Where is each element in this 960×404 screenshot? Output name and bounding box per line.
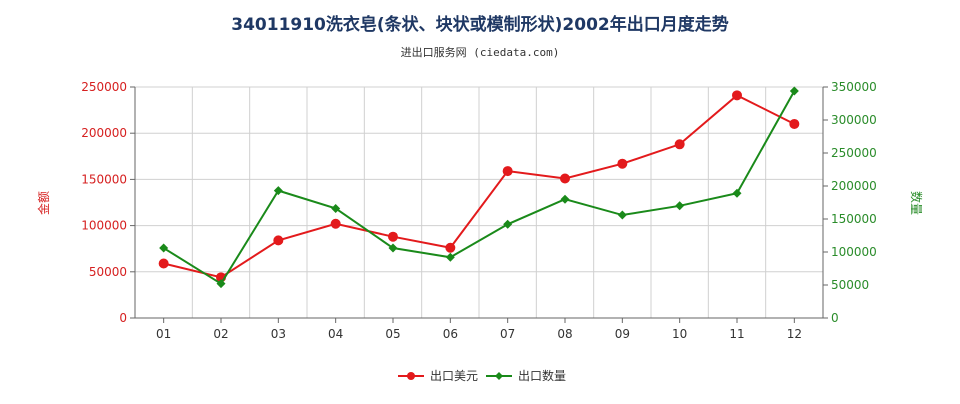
series-point [445, 242, 456, 253]
series-point [732, 188, 742, 198]
x-tick-label: 09 [615, 327, 630, 341]
series-point [560, 173, 570, 184]
series-point [789, 118, 800, 129]
legend-marker [495, 372, 503, 380]
left-tick-label: 250000 [81, 80, 127, 94]
series-point [273, 235, 284, 246]
series-point [617, 158, 628, 169]
x-tick-label: 01 [156, 327, 171, 341]
series-1 [159, 86, 799, 289]
right-tick-label: 0 [831, 311, 839, 325]
series-line [163, 90, 796, 286]
chart-title: 34011910洗衣皂(条状、块状或模制形状)2002年出口月度走势 [231, 14, 728, 35]
left-tick-label: 100000 [81, 219, 127, 233]
series-point [732, 90, 742, 101]
series-point [159, 243, 169, 253]
right-tick-label: 250000 [831, 146, 877, 160]
series-point [273, 186, 283, 196]
x-tick-label: 07 [500, 327, 515, 341]
grid [134, 86, 824, 319]
x-axis-ticks: 01 02 03 04 05 06 07 08 09 10 11 12 [156, 318, 802, 341]
legend-label: 出口数量 [518, 368, 566, 383]
x-tick-label: 03 [271, 327, 286, 341]
series-point [158, 258, 169, 269]
x-tick-label: 05 [385, 327, 400, 341]
series-layer [158, 86, 800, 289]
x-tick-label: 12 [787, 327, 802, 341]
series-point [675, 201, 685, 211]
series-point [617, 210, 627, 220]
right-axis-ticks: 0 50000 100000 150000 200000 250000 300000 3500… [823, 80, 877, 325]
series-point [503, 219, 513, 229]
series-point [789, 86, 799, 96]
x-tick-label: 04 [328, 327, 343, 341]
right-tick-label: 50000 [831, 278, 869, 292]
left-axis-ticks: 0 50000 100000 150000 200000 250000 [81, 80, 135, 325]
series-point [502, 166, 513, 177]
x-tick-label: 06 [443, 327, 458, 341]
axes [134, 87, 824, 319]
left-tick-label: 150000 [81, 172, 127, 186]
series-line [163, 94, 795, 279]
series-point [216, 279, 226, 289]
x-tick-label: 10 [672, 327, 687, 341]
series-point [388, 243, 398, 253]
legend-marker [407, 372, 415, 380]
legend-item: 出口数量 [486, 368, 566, 383]
series-point [445, 252, 455, 262]
chart-subtitle: 进出口服务网 (ciedata.com) [401, 45, 560, 59]
legend: 出口美元 出口数量 [398, 368, 566, 383]
left-tick-label: 0 [119, 311, 127, 325]
series-point [560, 194, 570, 204]
x-tick-label: 08 [557, 327, 572, 341]
left-tick-label: 200000 [81, 126, 127, 140]
series-point [674, 139, 685, 150]
legend-item: 出口美元 [398, 369, 478, 383]
right-tick-label: 150000 [831, 212, 877, 226]
series-point [330, 218, 341, 229]
right-tick-label: 200000 [831, 179, 877, 193]
series-0 [158, 90, 800, 283]
x-tick-label: 02 [213, 327, 228, 341]
right-tick-label: 100000 [831, 245, 877, 259]
right-tick-label: 350000 [831, 80, 877, 94]
series-point [388, 231, 398, 242]
x-tick-label: 11 [729, 327, 744, 341]
left-tick-label: 50000 [89, 265, 127, 279]
legend-label: 出口美元 [430, 369, 478, 383]
right-axis-label: 数量 [909, 191, 924, 215]
series-point [331, 203, 341, 213]
right-tick-label: 300000 [831, 113, 877, 127]
left-axis-label: 金额 [36, 191, 51, 215]
